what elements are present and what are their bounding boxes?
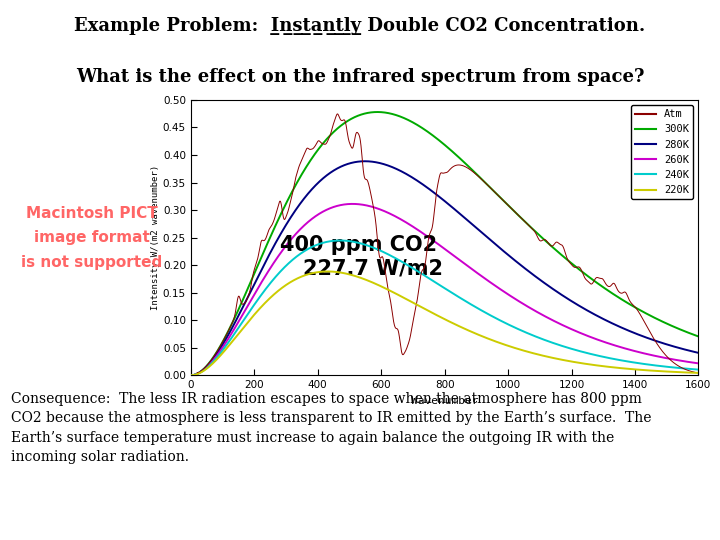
280K	[428, 188, 436, 194]
300K	[694, 333, 703, 340]
240K	[428, 277, 436, 284]
260K	[428, 237, 436, 243]
300K	[373, 109, 382, 115]
260K	[348, 201, 357, 207]
Atm	[555, 241, 564, 247]
220K	[323, 268, 332, 275]
Text: Macintosh PICT
image format
is not supported: Macintosh PICT image format is not suppo…	[21, 206, 163, 269]
260K	[555, 321, 564, 327]
300K	[186, 372, 195, 379]
Text: Example Problem:  I̲n̲s̲t̲a̲n̲t̲l̲y̲ Double CO2 Concentration.: Example Problem: I̲n̲s̲t̲a̲n̲t̲l̲y̲ Doub…	[74, 17, 646, 35]
280K	[361, 158, 369, 165]
260K	[400, 218, 409, 225]
300K	[404, 117, 413, 123]
X-axis label: Wavenumber: Wavenumber	[411, 396, 478, 406]
240K	[653, 362, 662, 369]
Line: 280K: 280K	[191, 161, 698, 375]
220K	[404, 297, 413, 303]
240K	[186, 372, 195, 379]
240K	[679, 365, 688, 372]
280K	[653, 338, 662, 345]
240K	[404, 262, 413, 269]
Atm	[404, 340, 413, 347]
300K	[653, 316, 662, 322]
Text: What is the effect on the infrared spectrum from space?: What is the effect on the infrared spect…	[76, 68, 644, 86]
Y-axis label: Intensity W/(m2 wavenumber): Intensity W/(m2 wavenumber)	[151, 165, 160, 310]
260K	[186, 372, 195, 379]
240K	[336, 237, 344, 244]
220K	[653, 368, 662, 374]
300K	[428, 132, 436, 138]
Atm	[400, 350, 409, 356]
260K	[679, 358, 688, 365]
220K	[679, 369, 688, 375]
Atm	[679, 365, 688, 372]
Line: 220K: 220K	[191, 272, 698, 375]
300K	[400, 115, 409, 122]
280K	[694, 349, 703, 356]
260K	[694, 360, 703, 367]
Atm	[186, 372, 195, 379]
280K	[555, 291, 564, 297]
220K	[428, 309, 436, 316]
300K	[679, 327, 688, 334]
Atm	[333, 111, 342, 117]
240K	[555, 342, 564, 348]
240K	[694, 366, 703, 373]
220K	[400, 295, 409, 301]
Atm	[428, 224, 436, 231]
Atm	[653, 341, 662, 348]
260K	[653, 353, 662, 360]
300K	[555, 250, 564, 256]
260K	[404, 220, 413, 227]
280K	[679, 346, 688, 352]
Legend: Atm, 300K, 280K, 260K, 240K, 220K: Atm, 300K, 280K, 260K, 240K, 220K	[631, 105, 693, 199]
280K	[186, 372, 195, 379]
Line: Atm: Atm	[191, 114, 698, 375]
Text: Consequence:  The less IR radiation escapes to space when the atmosphere has 800: Consequence: The less IR radiation escap…	[11, 392, 652, 464]
Line: 260K: 260K	[191, 204, 698, 375]
220K	[555, 356, 564, 362]
Atm	[694, 370, 703, 376]
Line: 300K: 300K	[191, 112, 698, 375]
Line: 240K: 240K	[191, 240, 698, 375]
220K	[694, 370, 703, 376]
280K	[404, 172, 413, 178]
Text: 400 ppm CO2
    227.7 W/m2: 400 ppm CO2 227.7 W/m2	[274, 235, 444, 279]
220K	[186, 372, 195, 379]
280K	[400, 170, 409, 176]
240K	[400, 260, 409, 266]
